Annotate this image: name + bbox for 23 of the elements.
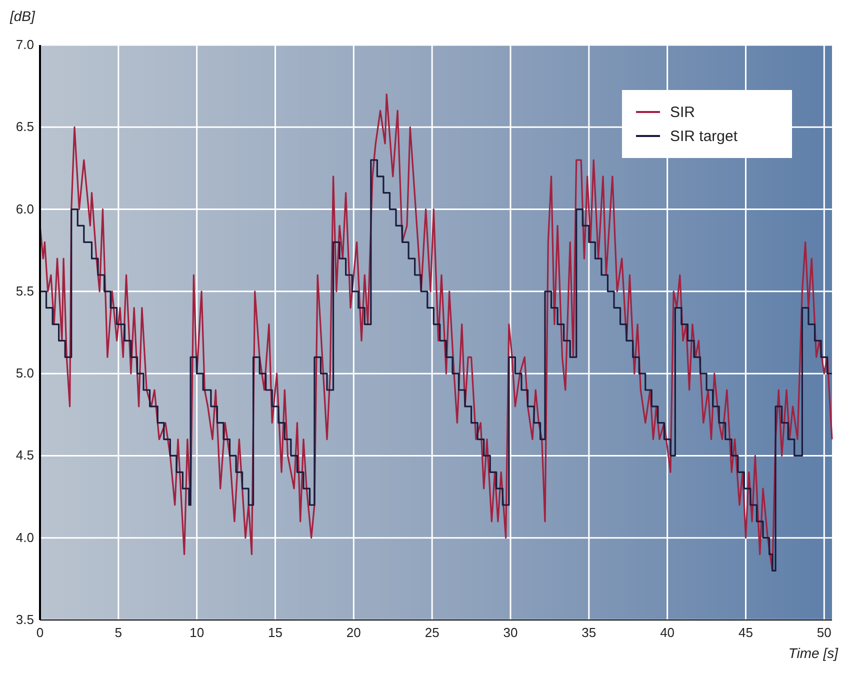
- x-tick-label: 0: [36, 625, 44, 640]
- legend-label: SIR target: [670, 128, 738, 145]
- x-tick-label: 35: [582, 625, 596, 640]
- x-tick-label: 45: [738, 625, 753, 640]
- y-tick-label: 3.5: [16, 612, 34, 627]
- x-tick-label: 15: [268, 625, 282, 640]
- x-axis-title: Time [s]: [788, 645, 840, 661]
- y-tick-label: 6.0: [16, 201, 34, 216]
- y-axis-title: [dB]: [9, 8, 36, 24]
- y-tick-label: 5.5: [16, 283, 34, 298]
- x-tick-label: 30: [503, 625, 518, 640]
- y-tick-label: 4.5: [16, 448, 34, 463]
- x-tick-label: 25: [424, 625, 440, 640]
- x-tick-label: 40: [660, 625, 675, 640]
- x-tick-label: 50: [816, 625, 832, 640]
- x-tick-label: 10: [190, 625, 204, 640]
- y-tick-label: 7.0: [16, 37, 34, 52]
- y-tick-label: 5.0: [16, 366, 34, 381]
- x-tick-label: 20: [346, 625, 361, 640]
- y-tick-label: 4.0: [16, 530, 34, 545]
- x-tick-label: 5: [114, 625, 122, 640]
- legend-label: SIR: [670, 104, 696, 121]
- y-tick-label: 6.5: [16, 119, 34, 134]
